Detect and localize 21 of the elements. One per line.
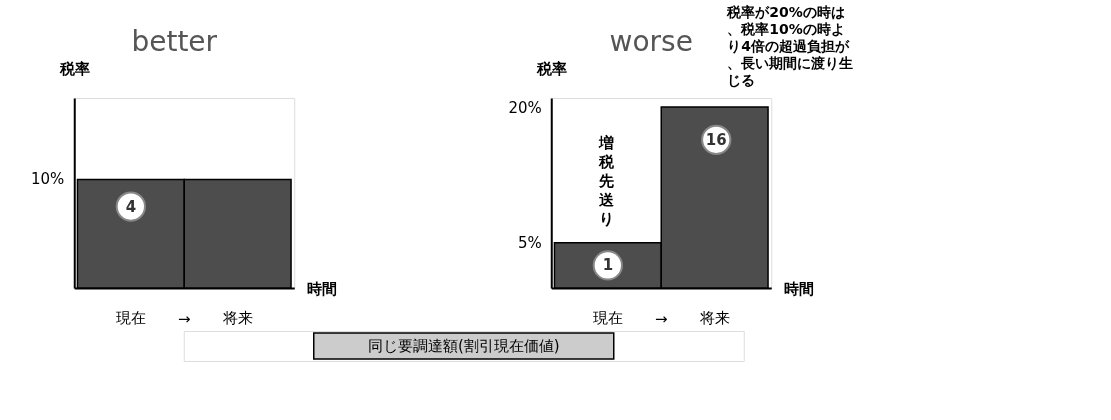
annotation: 4 <box>125 197 137 216</box>
x-tick-label: 現在 <box>115 308 146 327</box>
annotation: 16 <box>705 130 727 149</box>
annotation: 1 <box>602 256 614 275</box>
y-tick-label: 5% <box>517 234 542 253</box>
text: 10% <box>30 170 65 189</box>
y-axis-title: 税率 <box>58 59 90 78</box>
annotation: 増税先送り <box>597 134 615 228</box>
y-tick-label: 20% <box>508 98 542 117</box>
x-tick-label: 現在 <box>592 308 623 327</box>
text: → <box>654 310 668 328</box>
x-axis-title: 時間 <box>306 279 337 298</box>
text: 同じ要調達額(割引現在価値) <box>367 337 560 355</box>
chart-title: better <box>131 25 218 58</box>
x-tick-label: 将来 <box>698 308 730 327</box>
chart-title: worse <box>609 25 693 58</box>
text: 税率が20%の時は、税率10%の時より4倍の超過負担が、長い期間に渡り生じる <box>726 4 854 88</box>
x-axis-title: 時間 <box>783 279 814 298</box>
x-tick-label: 将来 <box>221 308 253 327</box>
text: → <box>177 310 191 328</box>
y-axis-title: 税率 <box>535 59 567 78</box>
